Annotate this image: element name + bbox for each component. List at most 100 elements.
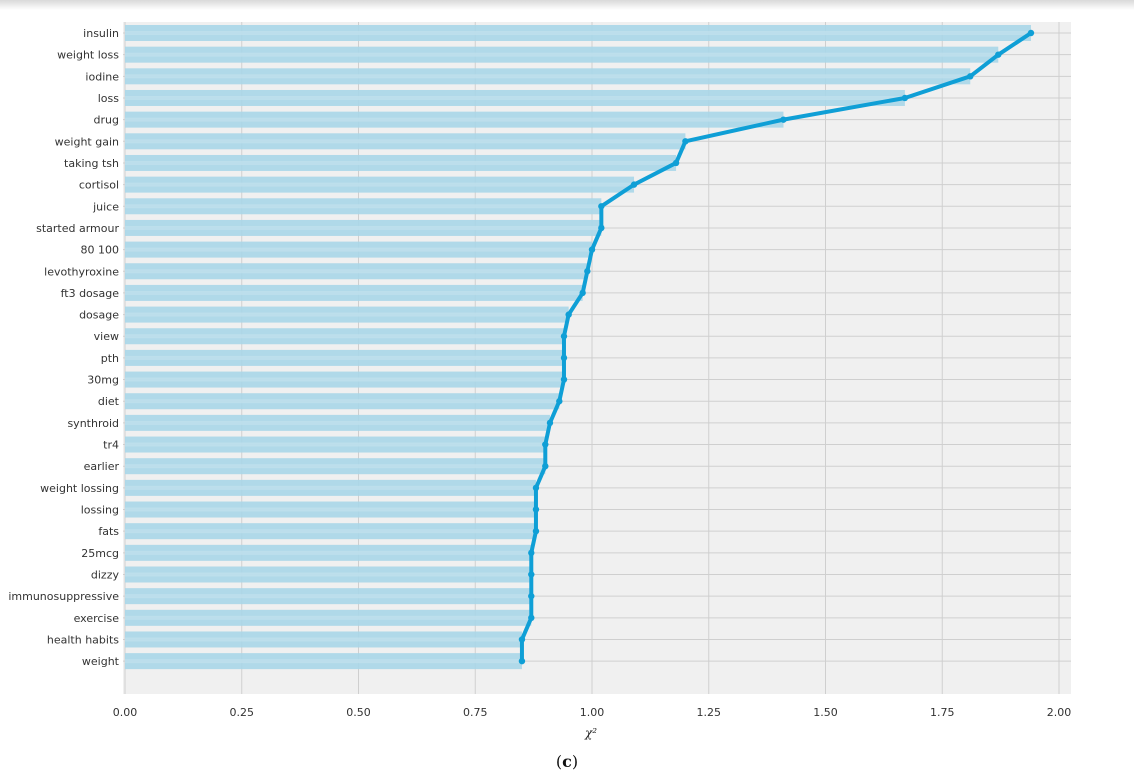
bar-highlight — [125, 269, 588, 274]
bar-highlight — [125, 160, 677, 165]
category-label: synthroid — [67, 417, 119, 430]
x-tick-label: 1.00 — [580, 706, 605, 719]
trend-point — [682, 138, 689, 145]
trend-point — [598, 224, 605, 232]
x-tick-label: 0.00 — [113, 706, 138, 719]
bar-highlight — [125, 572, 532, 577]
caption-open: ( — [555, 752, 563, 771]
bar-highlight — [125, 442, 546, 447]
category-label: exercise — [74, 612, 120, 625]
trend-point — [542, 441, 549, 448]
trend-point — [532, 484, 540, 492]
category-label: fats — [98, 525, 119, 538]
trend-point — [560, 376, 568, 383]
trend-point — [588, 246, 596, 253]
trend-point — [565, 311, 572, 318]
bar-highlight — [125, 615, 532, 620]
category-label: 25mcg — [81, 547, 119, 560]
x-tick-labels: 0.00 0.25 0.50 0.75 1.00 1.25 1.50 1.75 2.00 — [113, 706, 1072, 719]
trend-point — [967, 73, 974, 80]
bars — [125, 25, 1031, 670]
x-tick-label: 0.75 — [463, 706, 488, 719]
trend-line-path — [519, 31, 1033, 664]
trend-point — [528, 549, 535, 557]
category-label: weight loss — [57, 49, 119, 62]
trend-point — [528, 571, 535, 578]
x-tick-label: 1.25 — [697, 706, 722, 719]
bar-highlight — [125, 290, 583, 295]
category-label: started armour — [36, 222, 119, 235]
bar-highlight — [125, 74, 971, 79]
trend-point — [672, 159, 680, 167]
category-label: weight — [82, 655, 120, 668]
top-shade — [0, 0, 1134, 10]
category-label: tr4 — [103, 439, 119, 452]
category-label: ft3 dosage — [61, 287, 120, 300]
x-tick-label: 1.50 — [813, 706, 838, 719]
bar-highlight — [125, 31, 1031, 35]
category-label: taking tsh — [64, 157, 119, 170]
trend-point — [528, 614, 535, 622]
trend-point — [560, 354, 568, 362]
x-tick-label: 1.75 — [930, 706, 955, 719]
category-label: diet — [98, 395, 120, 408]
category-label: insulin — [83, 27, 119, 40]
category-label: cortisol — [79, 179, 119, 192]
x-axis-title: χ² — [584, 726, 597, 740]
category-label: loss — [98, 92, 120, 105]
category-label: health habits — [47, 633, 119, 646]
category-label: earlier — [84, 460, 120, 473]
bar-highlight — [125, 117, 784, 122]
bar-highlight — [125, 377, 564, 382]
category-label: 80 100 — [81, 244, 120, 257]
trend-point — [584, 268, 591, 275]
bar-highlight — [125, 507, 536, 512]
bar-highlight — [125, 355, 564, 360]
bar-highlight — [125, 594, 532, 599]
bar-highlight — [125, 464, 546, 469]
x-tick-label: 2.00 — [1047, 706, 1072, 719]
category-label: lossing — [81, 504, 119, 517]
bar-highlight — [125, 485, 536, 490]
figure-caption: (c) — [0, 752, 1134, 771]
trend-point — [532, 506, 540, 513]
category-label: pth — [101, 352, 119, 365]
category-label: weight lossing — [40, 482, 119, 495]
trend-point — [546, 419, 554, 427]
bar-highlight — [125, 420, 550, 425]
bar-highlight — [125, 334, 564, 339]
trend-point — [780, 116, 787, 123]
category-label: drug — [94, 114, 119, 127]
x-tick-label: 0.50 — [346, 706, 371, 719]
trend-point — [1027, 29, 1035, 37]
trend-point — [528, 592, 535, 600]
bar-highlight — [125, 399, 560, 404]
trend-point — [630, 181, 638, 188]
bar-highlight — [125, 637, 522, 642]
trend-point — [560, 333, 568, 340]
bar-highlight — [125, 225, 602, 230]
bar-highlight — [125, 182, 635, 187]
category-label: levothyroxine — [44, 265, 119, 278]
category-labels: insulin weight loss iodine loss drug weight g… — [8, 27, 119, 668]
trend-point — [518, 657, 526, 665]
bar-highlight — [125, 529, 536, 534]
bar-highlight — [125, 247, 592, 252]
caption-close: ) — [571, 752, 579, 771]
trend-point — [995, 51, 1002, 58]
trend-point — [556, 398, 563, 405]
bar-highlight — [125, 95, 905, 100]
category-label: weight gain — [55, 135, 119, 148]
category-label: dizzy — [91, 569, 120, 582]
category-label: iodine — [85, 70, 119, 83]
category-label: immunosuppressive — [8, 590, 119, 603]
trend-point — [598, 203, 605, 210]
trend-line — [518, 29, 1035, 665]
trend-point — [542, 463, 549, 470]
trend-point — [518, 636, 526, 643]
category-label: view — [94, 330, 119, 343]
trend-point — [532, 527, 540, 535]
bar-highlight — [125, 52, 999, 57]
trend-point — [901, 94, 909, 102]
